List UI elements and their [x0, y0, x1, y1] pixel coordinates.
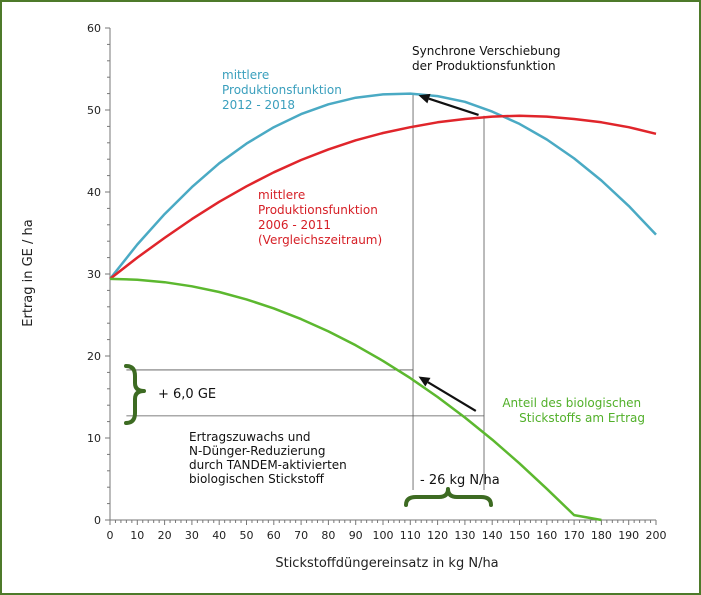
red-production-curve	[109, 114, 657, 280]
x-tick-label: 20	[158, 529, 172, 542]
shift-title: Synchrone Verschiebung der Produktionsfu…	[412, 44, 564, 73]
y-tick-label: 50	[87, 104, 101, 117]
x-tick-label: 40	[212, 529, 226, 542]
y-tick-label: 60	[87, 22, 101, 35]
x-tick-label: 120	[427, 529, 448, 542]
green-curve-label: Anteil des biologischen Stickstoffs am E…	[502, 396, 645, 425]
x-tick-label: 70	[294, 529, 308, 542]
shift-arrows	[418, 93, 479, 412]
red-curve-label-line: mittlere	[258, 188, 305, 202]
green-curve-label-line: Anteil des biologischen	[502, 396, 641, 410]
explanation-line: Ertragszuwachs und	[189, 430, 311, 444]
x-tick-label: 50	[240, 529, 254, 542]
x-tick-label: 10	[130, 529, 144, 542]
shift-title-line: der Produktionsfunktion	[412, 59, 556, 73]
x-tick-label: 130	[454, 529, 475, 542]
red-curve-label: mittlere Produktionsfunktion 2006 - 2011…	[258, 188, 382, 247]
x-tick-label: 100	[373, 529, 394, 542]
x-tick-label: 180	[591, 529, 612, 542]
blue-curve-label-line: mittlere	[222, 68, 269, 82]
lower-shift-arrow-shaft	[427, 381, 477, 412]
blue-production-curve	[109, 92, 657, 280]
axes: 0 10 20 30 40 50 60 0 10 20 30 40 50 60 70 80 90 100 110 12…	[87, 22, 667, 542]
x-tick-label: 110	[400, 529, 421, 542]
braces	[124, 364, 493, 507]
y-tick-label: 40	[87, 186, 101, 199]
explanation-text: Ertragszuwachs und N-Dünger-Reduzierung …	[189, 430, 351, 486]
blue-curve-label: mittlere Produktionsfunktion 2012 - 2018	[222, 68, 346, 112]
blue-curve-label-line: Produktionsfunktion	[222, 83, 342, 97]
upper-shift-arrow-shaft	[428, 97, 479, 116]
shift-title-line: Synchrone Verschiebung	[412, 44, 561, 58]
reduction-brace	[404, 487, 493, 507]
green-curve-label-line: Stickstoffs am Ertrag	[519, 411, 645, 425]
red-curve-label-line: (Vergleichszeitraum)	[258, 233, 382, 247]
x-tick-label: 150	[509, 529, 530, 542]
x-tick-label: 190	[618, 529, 639, 542]
red-curve-label-line: 2006 - 2011	[258, 218, 331, 232]
x-axis-title: Stickstoffdüngereinsatz in kg N/ha	[275, 556, 498, 571]
explanation-line: N-Dünger-Reduzierung	[189, 444, 325, 458]
x-tick-label: 0	[107, 529, 114, 542]
x-tick-label: 80	[321, 529, 335, 542]
x-tick-label: 90	[349, 529, 363, 542]
explanation-line: durch TANDEM-aktivierten	[189, 458, 347, 472]
x-tick-label: 30	[185, 529, 199, 542]
x-tick-label: 170	[564, 529, 585, 542]
gain-label: + 6,0 GE	[158, 387, 216, 402]
y-tick-label: 0	[94, 514, 101, 527]
curves	[109, 92, 657, 522]
y-tick-label: 10	[87, 432, 101, 445]
green-biological-n-curve	[109, 277, 602, 522]
guide-lines	[126, 93, 485, 490]
x-tick-label: 140	[482, 529, 503, 542]
y-tick-label: 20	[87, 350, 101, 363]
gain-brace	[124, 364, 146, 425]
blue-curve-label-line: 2012 - 2018	[222, 98, 295, 112]
y-axis-title: Ertrag in GE / ha	[21, 219, 36, 326]
y-tick-label: 30	[87, 268, 101, 281]
reduction-label: - 26 kg N/ha	[420, 473, 500, 488]
x-tick-label: 60	[267, 529, 281, 542]
x-tick-label: 200	[646, 529, 667, 542]
x-tick-label: 160	[536, 529, 557, 542]
lower-shift-arrow-head	[418, 376, 431, 387]
upper-shift-arrow-head	[418, 93, 431, 104]
red-curve-label-line: Produktionsfunktion	[258, 203, 378, 217]
explanation-line: biologischen Stickstoff	[189, 472, 325, 486]
